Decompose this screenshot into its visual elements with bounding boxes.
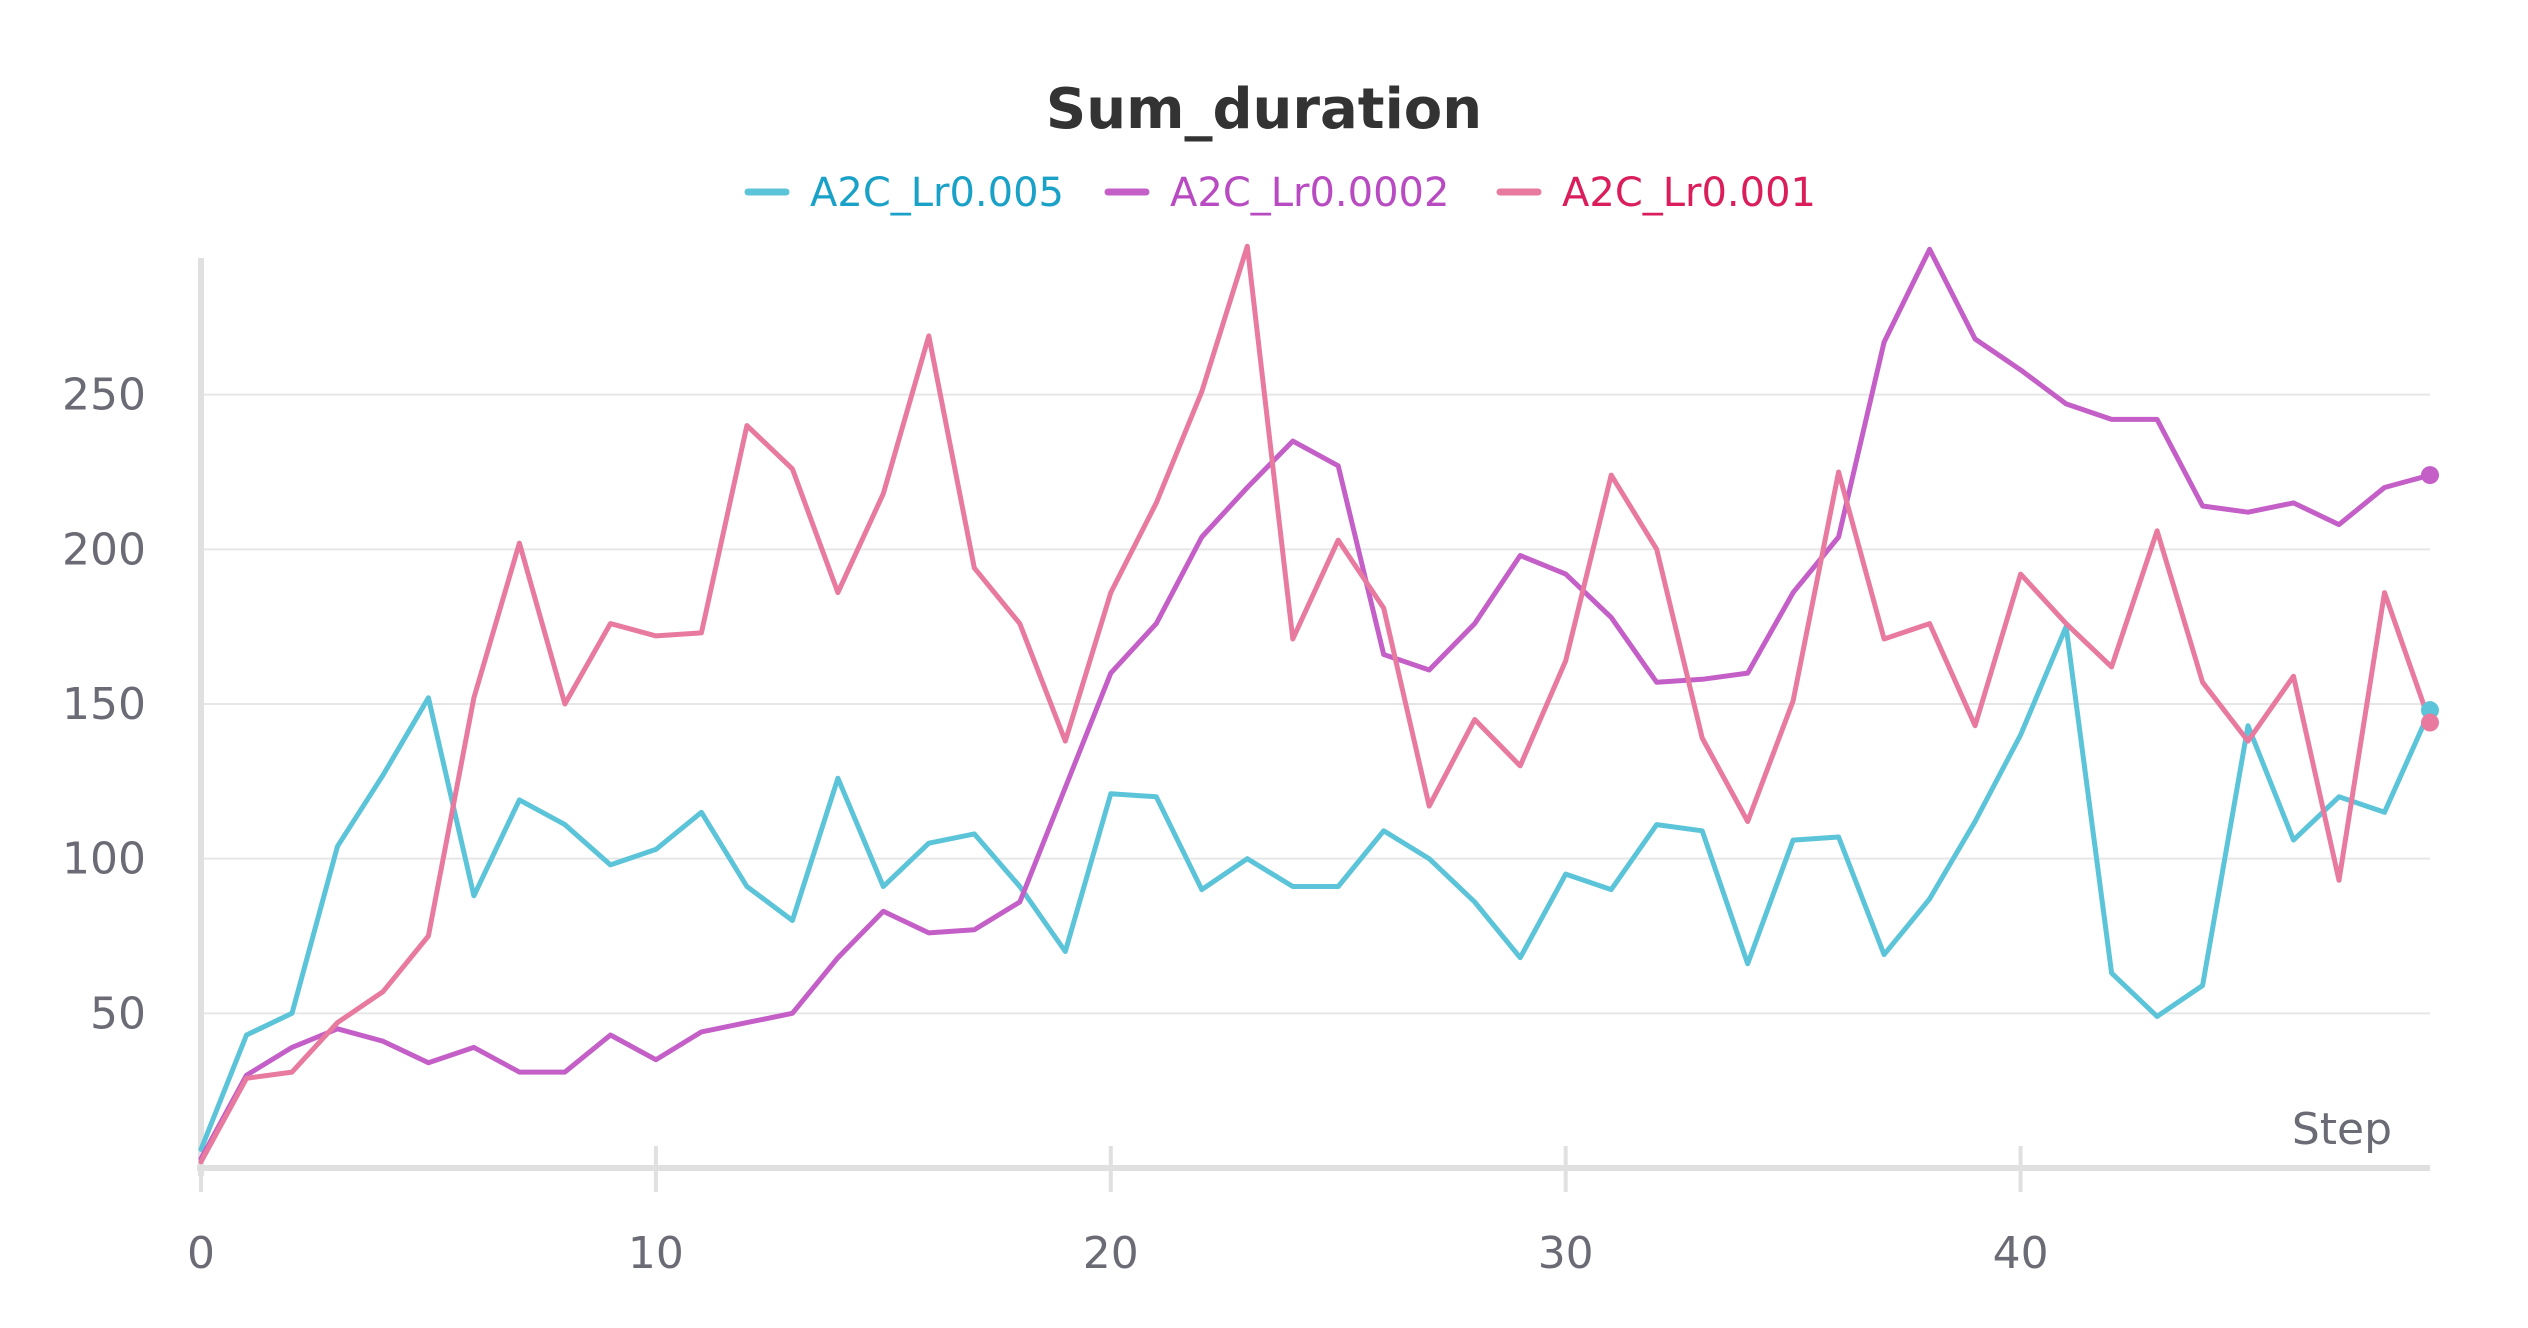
x-axis-title: Step bbox=[2292, 1104, 2392, 1155]
legend-label: A2C_Lr0.0002 bbox=[1170, 170, 1449, 216]
legend-item[interactable]: A2C_Lr0.005 bbox=[744, 170, 1064, 216]
chart-title: Sum_duration bbox=[1046, 77, 1482, 142]
y-tick-label: 50 bbox=[90, 988, 146, 1039]
legend-item[interactable]: A2C_Lr0.0002 bbox=[1104, 170, 1449, 216]
axes: 0 10 20 30 40 bbox=[187, 258, 2430, 1279]
series-end-point bbox=[2421, 466, 2439, 485]
series-line[interactable] bbox=[198, 243, 2433, 1165]
legend-label: A2C_Lr0.001 bbox=[1562, 170, 1816, 216]
x-tick-label: 20 bbox=[1083, 1228, 1139, 1279]
y-tick-label: 250 bbox=[62, 370, 146, 421]
series-end-point bbox=[2421, 713, 2439, 732]
series-line[interactable] bbox=[198, 624, 2433, 1152]
legend-item[interactable]: A2C_Lr0.001 bbox=[1496, 170, 1816, 216]
x-tick-label: 40 bbox=[1993, 1228, 2049, 1279]
series-end-point bbox=[2421, 701, 2439, 720]
x-tick-label: 30 bbox=[1538, 1228, 1594, 1279]
series-layer bbox=[198, 243, 2439, 1165]
x-tick-label: 10 bbox=[628, 1228, 684, 1279]
legend: A2C_Lr0.005 A2C_Lr0.0002 A2C_Lr0.001 bbox=[744, 170, 1816, 216]
y-tick-label: 150 bbox=[62, 679, 146, 730]
x-tick-label: 0 bbox=[187, 1228, 215, 1279]
gridlines: 50 100 150 200 250 bbox=[62, 370, 2430, 1039]
legend-label: A2C_Lr0.005 bbox=[810, 170, 1064, 216]
y-tick-label: 100 bbox=[62, 834, 146, 885]
series-line[interactable] bbox=[198, 246, 2433, 1162]
y-tick-label: 200 bbox=[62, 524, 146, 575]
